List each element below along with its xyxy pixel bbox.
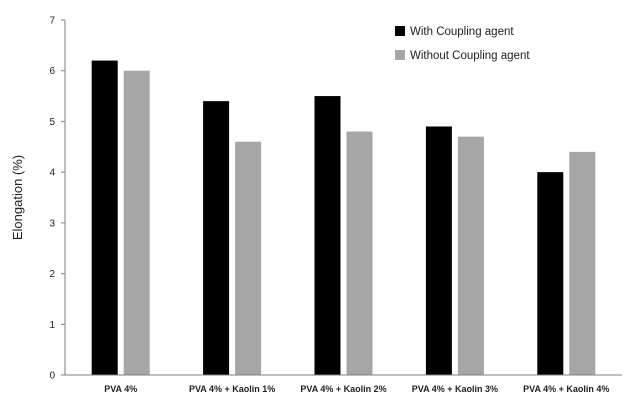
legend: With Coupling agent Without Coupling agen… — [395, 26, 530, 62]
bar-with-coupling-5 — [537, 172, 564, 375]
y-ticks: 0 1 2 3 4 5 6 7 — [49, 16, 65, 382]
y-tick-label: 2 — [49, 269, 55, 280]
legend-swatch — [395, 50, 405, 60]
legend-label: With Coupling agent — [410, 26, 514, 38]
bar-without-coupling-3 — [346, 131, 373, 375]
x-category-label: PVA 4% — [104, 384, 137, 394]
y-axis-title: Elongation (%) — [10, 155, 25, 240]
x-category-label: PVA 4% + Kaolin 2% — [300, 384, 386, 394]
bars-layer — [91, 60, 596, 376]
legend-label: Without Coupling agent — [410, 50, 530, 62]
x-category-label: PVA 4% + Kaolin 4% — [523, 384, 609, 394]
bar-without-coupling-5 — [569, 151, 596, 375]
legend-swatch — [395, 26, 405, 36]
x-category-label: PVA 4% + Kaolin 3% — [412, 384, 498, 394]
y-tick-label: 6 — [49, 66, 55, 77]
y-tick-label: 7 — [49, 16, 55, 27]
y-tick-label: 5 — [49, 117, 55, 128]
bar-with-coupling-4 — [425, 126, 452, 375]
y-tick-label: 0 — [49, 371, 55, 382]
y-tick-label: 1 — [49, 320, 55, 331]
x-category-label: PVA 4% + Kaolin 1% — [189, 384, 275, 394]
x-category-labels: PVA 4% PVA 4% + Kaolin 1% PVA 4% + Kaolin … — [104, 384, 609, 394]
bar-without-coupling-1 — [123, 70, 150, 375]
bar-with-coupling-3 — [314, 96, 341, 376]
bar-with-coupling-1 — [91, 60, 118, 375]
bar-without-coupling-4 — [457, 136, 484, 375]
y-tick-label: 4 — [49, 168, 55, 179]
bar-without-coupling-2 — [235, 141, 262, 375]
bar-with-coupling-2 — [203, 101, 230, 376]
y-tick-label: 3 — [49, 218, 55, 229]
